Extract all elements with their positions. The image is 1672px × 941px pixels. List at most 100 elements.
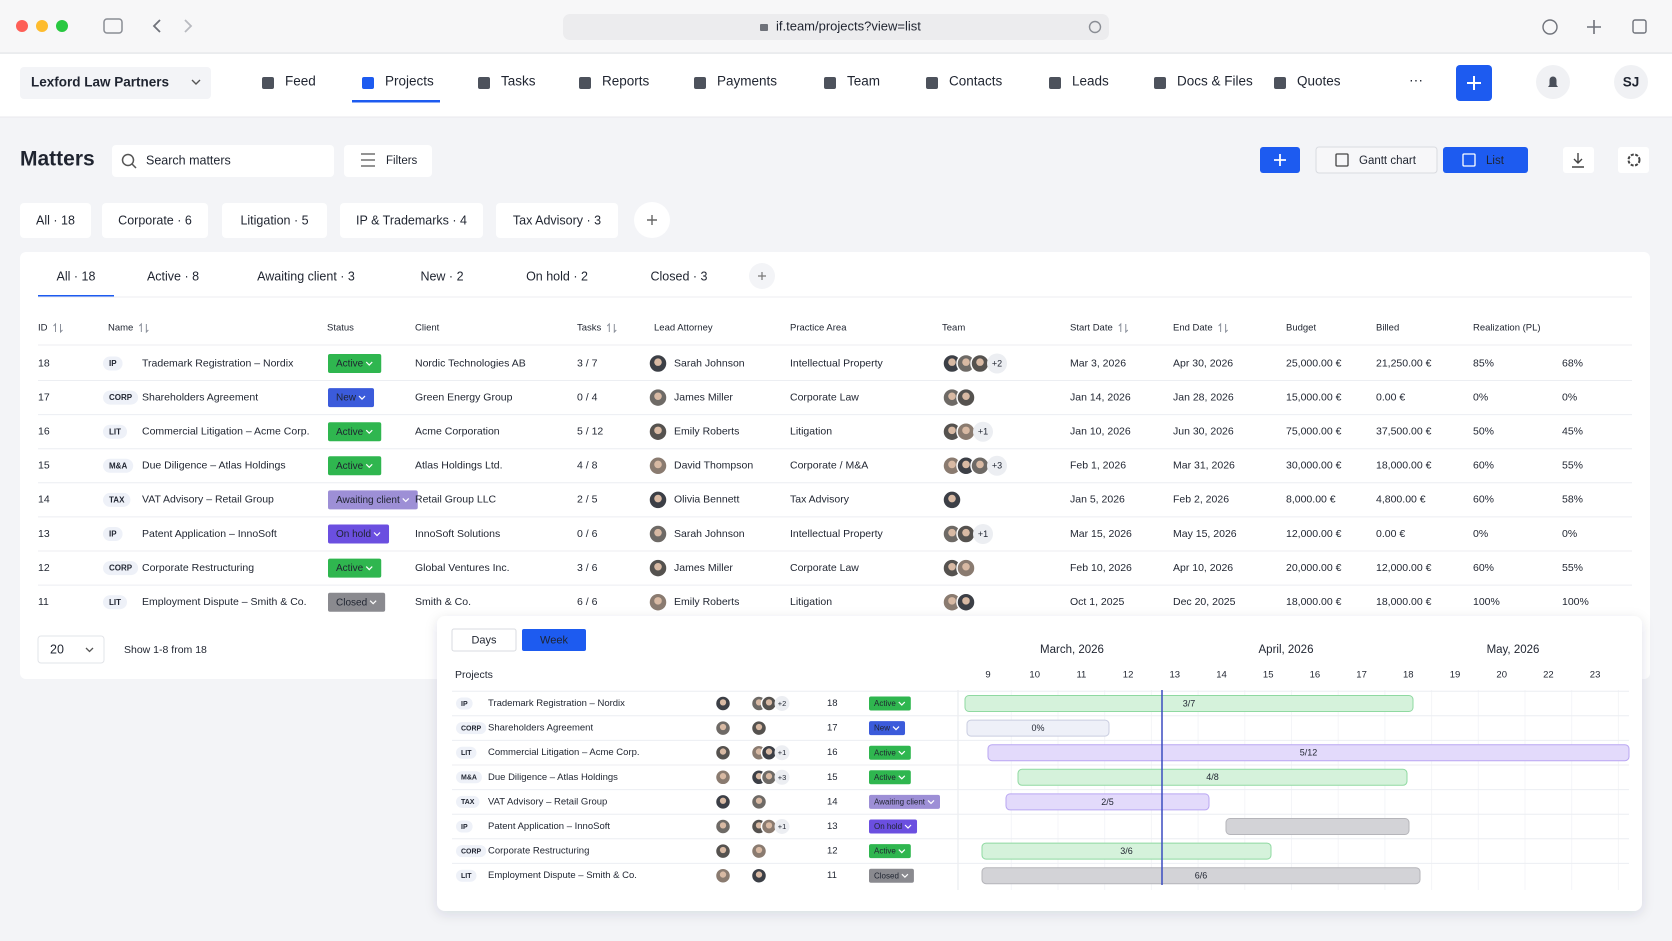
gantt-week: 9: [985, 670, 990, 681]
filter-chip-label: IP & Trademarks · 4: [356, 213, 467, 227]
cell-billed: 21,250.00 €: [1376, 357, 1432, 369]
tab-overview[interactable]: [1632, 19, 1647, 34]
status-badge[interactable]: [328, 558, 382, 578]
filter-chip[interactable]: [340, 203, 483, 238]
search-placeholder: Search matters: [146, 153, 231, 167]
settings-button[interactable]: [1618, 147, 1649, 173]
gantt-row[interactable]: LIT Employment Dispute – Smith & Co. 11 Clo…: [452, 862, 1629, 885]
view-label: List: [1486, 155, 1505, 167]
chevron: [402, 497, 410, 503]
page-size-select[interactable]: [37, 635, 105, 664]
reload-button[interactable]: [1088, 20, 1102, 34]
filter-chip[interactable]: [222, 203, 327, 238]
filter-chip[interactable]: [496, 203, 618, 238]
gantt-row[interactable]: IP Trademark Registration – Nordix +2 18 Act…: [452, 690, 1629, 712]
table-row[interactable]: 16 LIT Commercial Litigation – Acme Corp. A…: [38, 421, 1583, 442]
sidebar-toggle[interactable]: [103, 18, 123, 34]
team-more: [973, 421, 993, 442]
status-tab[interactable]: All · 18: [57, 269, 96, 283]
table-row[interactable]: 14 TAX VAT Advisory – Retail Group Awaiting…: [38, 490, 1583, 510]
column-header[interactable]: Tasks: [577, 323, 602, 334]
status-badge[interactable]: [328, 422, 382, 442]
filters-button[interactable]: [344, 145, 432, 177]
nav-item[interactable]: Payments: [717, 74, 777, 89]
cell-attorney: Sarah Johnson: [674, 528, 745, 540]
column-header[interactable]: Start Date: [1070, 323, 1113, 334]
nav-item[interactable]: Team: [847, 74, 880, 89]
gantt-bar: [987, 744, 1630, 762]
filter-chip[interactable]: [102, 203, 208, 238]
status-tab[interactable]: New · 2: [420, 269, 463, 283]
back-button[interactable]: [152, 19, 161, 33]
filter-chip[interactable]: [20, 203, 91, 238]
table-row[interactable]: 18 IP Trademark Registration – Nordix Activ…: [38, 353, 1583, 374]
gantt-mode[interactable]: [522, 629, 586, 651]
download-indicator[interactable]: [1542, 19, 1558, 35]
workspace-select[interactable]: [20, 67, 211, 99]
nav-item[interactable]: Tasks: [501, 74, 536, 89]
nav-item[interactable]: Docs & Files: [1177, 74, 1253, 89]
practice-tag: [456, 771, 482, 784]
nav-item[interactable]: Reports: [602, 74, 650, 89]
practice-tag: [103, 595, 127, 610]
practice-tag-label: M&A: [461, 775, 477, 782]
column-header[interactable]: Name: [108, 323, 133, 334]
gantt-row[interactable]: IP Patent Application – InnoSoft +1 13 On ho…: [452, 813, 1629, 835]
cell-end: Apr 10, 2026: [1173, 562, 1233, 574]
user-avatar[interactable]: [1614, 65, 1648, 99]
table-row[interactable]: 15 M&A Due Diligence – Atlas Holdings Activ…: [38, 455, 1583, 476]
table-row[interactable]: 13 IP Patent Application – InnoSoft On hold…: [38, 524, 1577, 544]
table-row[interactable]: 11 LIT Employment Dispute – Smith & Co. Clo…: [38, 592, 1589, 612]
nav-item[interactable]: Projects: [385, 74, 434, 89]
zoom-button[interactable]: [56, 20, 68, 32]
cell-name: Trademark Registration – Nordix: [142, 357, 294, 369]
status-badge[interactable]: [328, 456, 382, 476]
cell-name: Employment Dispute – Smith & Co.: [142, 596, 307, 608]
url-bar[interactable]: [563, 14, 1109, 40]
status-badge[interactable]: [328, 354, 382, 373]
status-tab[interactable]: On hold · 2: [526, 269, 588, 283]
cell-client: Green Energy Group: [415, 391, 513, 403]
avatar-face: [755, 797, 763, 804]
status-tab[interactable]: Closed · 3: [651, 269, 708, 283]
tab-underline: [38, 295, 114, 298]
status-tab[interactable]: Active · 8: [147, 269, 199, 283]
gantt-row[interactable]: M&A Due Diligence – Atlas Holdings +3 15 Act…: [452, 764, 1629, 786]
gantt-row[interactable]: CORP Corporate Restructuring 12 Active 3/6: [452, 838, 1629, 860]
new-tab[interactable]: [1587, 20, 1601, 34]
sort-icon: [138, 322, 149, 334]
nav-item[interactable]: Contacts: [949, 74, 1003, 89]
table-row[interactable]: 17 CORP Shareholders Agreement New Green Ene…: [38, 387, 1577, 408]
avatar-face: [976, 460, 984, 469]
cell-tasks: 2 / 5: [577, 494, 598, 506]
gantt-bar-label: 4/8: [1206, 772, 1219, 782]
gantt-mode[interactable]: [451, 628, 517, 652]
nav-item[interactable]: Feed: [285, 74, 316, 89]
gantt-row[interactable]: LIT Commercial Litigation – Acme Corp. +1 1…: [452, 739, 1630, 762]
nav-item[interactable]: Quotes: [1297, 74, 1341, 89]
gantt-name: Employment Dispute – Smith & Co.: [488, 870, 637, 881]
forward-button[interactable]: [184, 19, 193, 33]
status-badge[interactable]: [328, 524, 390, 544]
cell-id: 14: [38, 494, 50, 506]
close-button[interactable]: [16, 20, 28, 32]
gantt-row[interactable]: TAX VAT Advisory – Retail Group 14 Awaiting…: [452, 789, 1629, 811]
table-row[interactable]: 12 CORP Corporate Restructuring Active Globa…: [38, 558, 1583, 578]
nav-icon: [478, 77, 490, 89]
nav-item[interactable]: Leads: [1072, 74, 1109, 89]
minimize-button[interactable]: [36, 20, 48, 32]
team-extra: +2: [778, 699, 787, 708]
avatar-face: [755, 773, 763, 780]
avatar-face: [962, 358, 970, 366]
more-menu[interactable]: ···: [1409, 72, 1423, 88]
status-badge[interactable]: [328, 490, 418, 510]
gantt-row[interactable]: CORP Shareholders Agreement 17 New 0%: [452, 715, 1629, 737]
status-badge[interactable]: [328, 592, 386, 612]
gantt-week: 12: [1123, 670, 1134, 681]
gantt-bar-label: 3/7: [1183, 698, 1196, 708]
status-tab[interactable]: Awaiting client · 3: [257, 269, 355, 283]
status-badge[interactable]: [328, 388, 375, 408]
search-box[interactable]: [112, 145, 334, 177]
column-header[interactable]: ID: [38, 323, 48, 334]
column-header[interactable]: End Date: [1173, 323, 1213, 334]
